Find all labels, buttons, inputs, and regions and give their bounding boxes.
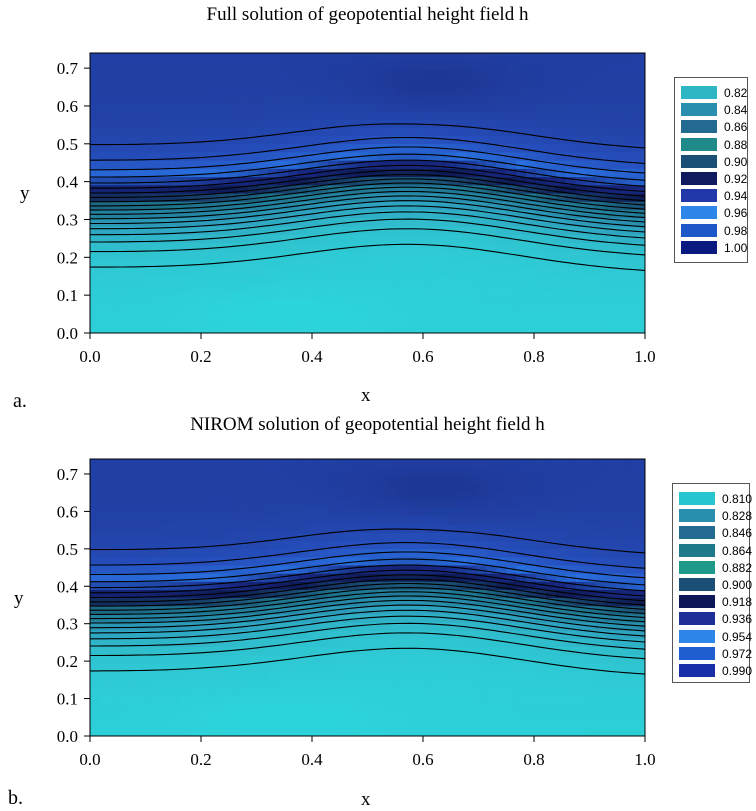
y-tick-label: 0.0 [57, 727, 78, 746]
y-tick-label: 0.7 [57, 465, 79, 484]
x-tick-label: 0.2 [190, 347, 211, 366]
contour-plot-a: 0.0 0.2 0.4 0.6 0.8 1.0 0.0 0.1 0.2 0.3 0.4 0.5 0.6 0… [57, 52, 656, 366]
legend-label: 0.810 [722, 492, 753, 506]
panel-tag: a. [13, 390, 27, 412]
legend-swatch [679, 543, 715, 557]
legend-swatch [681, 86, 717, 99]
y-tick-label: 0.1 [57, 690, 78, 709]
x-tick-label: 0.4 [301, 347, 323, 366]
legend-label: 0.846 [722, 526, 753, 541]
y-tick-label: 0.4 [57, 173, 79, 192]
x-tick-label: 0.8 [523, 347, 544, 366]
legend-swatch [679, 595, 715, 609]
legend-swatch [681, 172, 717, 185]
legend-label: 0.936 [722, 612, 753, 627]
x-tick-label: 1.0 [634, 750, 655, 769]
y-tick-label: 0.4 [57, 577, 79, 596]
legend-swatch [679, 664, 715, 677]
legend-label: 0.98 [724, 223, 748, 238]
y-tick-label: 0.5 [57, 540, 78, 559]
contour-plot-b: 0.0 0.2 0.4 0.6 0.8 1.0 0.0 0.1 0.2 0.3 0.4 0.5 0.6 0… [57, 458, 656, 769]
legend-label: 0.882 [722, 560, 753, 575]
legend-swatch [679, 560, 715, 574]
legend-swatch [681, 120, 717, 134]
x-axis-label: x [361, 385, 371, 406]
y-tick-label: 0.0 [57, 324, 78, 343]
x-axis-label: x [361, 789, 371, 810]
y-tick-label: 0.2 [57, 652, 78, 671]
panel-tag: b. [8, 787, 23, 809]
legend-swatch [679, 526, 715, 540]
x-tick-label: 0.6 [412, 347, 433, 366]
contour-lines [90, 528, 645, 675]
legend-label: 0.94 [724, 189, 748, 204]
y-axis-label: y [14, 588, 24, 609]
legend-label: 0.972 [722, 646, 753, 661]
legend-swatch [681, 137, 717, 151]
x-tick-label: 0.0 [79, 750, 100, 769]
x-tick-label: 0.2 [190, 750, 211, 769]
legend-swatch [679, 578, 715, 591]
y-tick-label: 0.6 [57, 97, 78, 116]
legend-swatch [679, 509, 715, 523]
legend-swatch [679, 646, 715, 660]
legend-swatch [679, 492, 715, 505]
y-tick-label: 0.5 [57, 135, 78, 154]
legend-swatch [681, 206, 717, 220]
legend-label: 0.82 [724, 86, 748, 100]
legend: 0.82 0.84 0.86 0.88 0.90 0.92 0.94 0.96 0.98 1.00 [674, 77, 748, 263]
legend-label: 0.88 [724, 137, 748, 152]
legend-swatch [681, 240, 717, 254]
legend-label: 0.84 [724, 103, 748, 118]
x-tick-label: 0.8 [523, 750, 544, 769]
y-tick-label: 0.1 [57, 286, 78, 305]
contour-lines [90, 123, 645, 271]
legend-label: 0.990 [722, 664, 753, 678]
x-tick-label: 1.0 [634, 347, 655, 366]
y-tick-label: 0.7 [57, 59, 79, 78]
y-tick-label: 0.6 [57, 502, 78, 521]
legend-label: 0.96 [724, 206, 748, 221]
y-axis-label: y [20, 183, 30, 204]
legend-label: 0.828 [722, 509, 753, 524]
legend-swatch [681, 223, 717, 237]
y-tick-label: 0.2 [57, 248, 78, 267]
panel-a: Full solution of geopotential height fie… [0, 0, 756, 412]
legend-swatch [681, 189, 717, 203]
legend-label: 0.918 [722, 595, 753, 610]
legend-label: 0.86 [724, 120, 748, 135]
legend-label: 1.00 [724, 240, 748, 255]
legend-swatch [679, 612, 715, 626]
panel-b: NIROM solution of geopotential height fi… [0, 405, 756, 811]
legend-swatch [681, 103, 717, 117]
legend-label: 0.90 [724, 154, 748, 169]
legend-label: 0.864 [722, 543, 753, 558]
chart-title: NIROM solution of geopotential height fi… [190, 414, 545, 435]
chart-title: Full solution of geopotential height fie… [206, 4, 529, 25]
y-tick-label: 0.3 [57, 210, 78, 229]
legend-label: 0.900 [722, 578, 753, 592]
x-tick-label: 0.4 [301, 750, 323, 769]
y-tick-label: 0.3 [57, 615, 78, 634]
legend-swatch [681, 154, 717, 168]
legend-swatch [679, 629, 715, 643]
legend: 0.810 0.828 0.846 0.864 0.882 0.900 0.918 0.936… [672, 483, 753, 683]
legend-label: 0.954 [722, 629, 753, 644]
legend-label: 0.92 [724, 172, 748, 186]
x-tick-label: 0.0 [79, 347, 100, 366]
x-tick-label: 0.6 [412, 750, 433, 769]
